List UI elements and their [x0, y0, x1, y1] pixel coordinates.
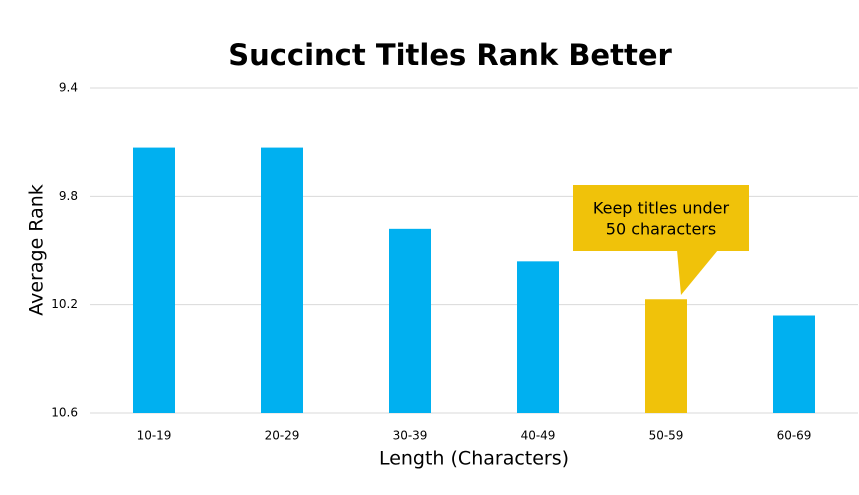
- x-axis-label: Length (Characters): [379, 448, 569, 470]
- x-tick-label: 40-49: [521, 429, 556, 443]
- bar: [389, 228, 431, 413]
- y-axis-label: Average Rank: [26, 184, 48, 316]
- bar: [133, 147, 175, 414]
- x-tick-label: 10-19: [137, 429, 172, 443]
- callout-pointer: [677, 250, 718, 295]
- annotation: Keep titles under 50 characters: [573, 185, 749, 295]
- y-tick-label: 10.6: [51, 406, 78, 420]
- x-tick-label: 60-69: [777, 429, 812, 443]
- bar: [517, 261, 559, 413]
- bar: [773, 315, 815, 413]
- y-tick-label: 9.8: [59, 189, 78, 203]
- annotation-text: Keep titles under: [593, 199, 730, 218]
- x-tick-label: 30-39: [393, 429, 428, 443]
- callout-box: [573, 185, 749, 251]
- bar: [261, 147, 303, 414]
- chart-title: Succinct Titles Rank Better: [228, 38, 672, 72]
- x-tick-label: 50-59: [649, 429, 684, 443]
- annotation-text: 50 characters: [606, 220, 716, 239]
- y-tick-label: 9.4: [59, 81, 78, 95]
- bar: [645, 299, 687, 413]
- y-tick-label: 10.2: [51, 297, 78, 311]
- x-tick-label: 20-29: [265, 429, 300, 443]
